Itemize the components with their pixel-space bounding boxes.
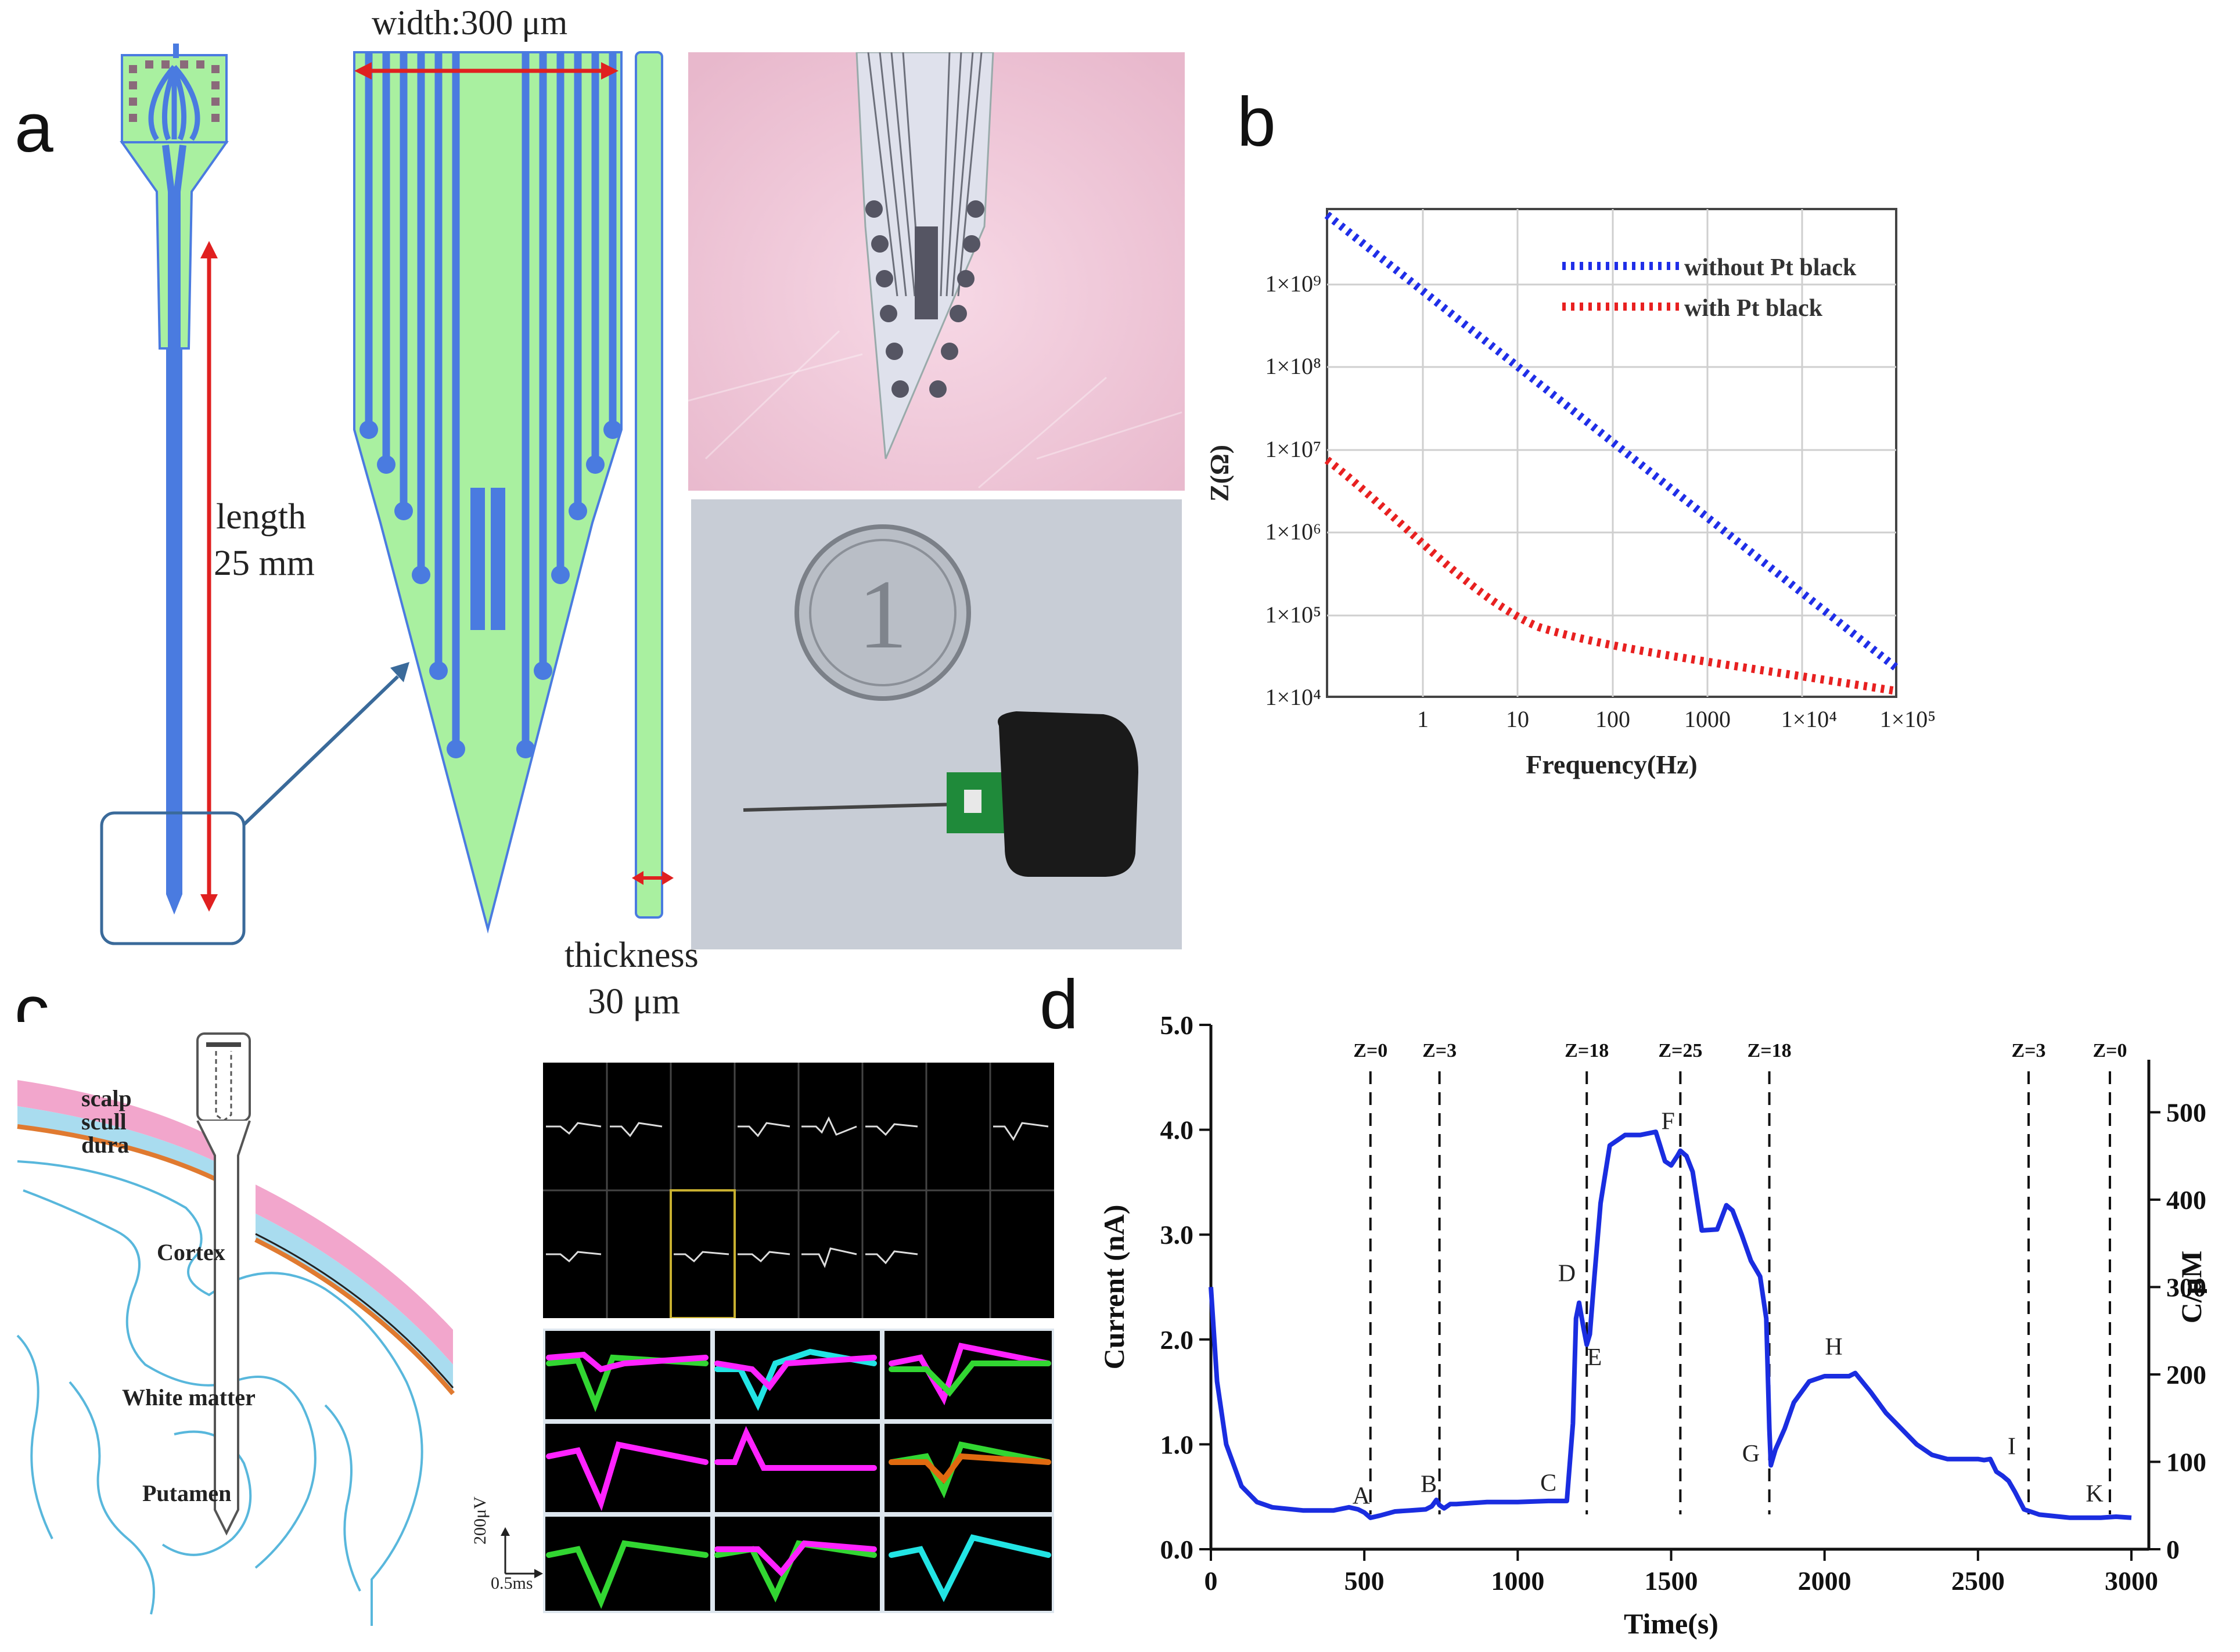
x-axis-label: Time(s) xyxy=(1624,1607,1718,1640)
legend-with: with Pt black xyxy=(1684,295,1823,322)
z-marker-label: Z=0 xyxy=(1353,1040,1387,1061)
zoom-box xyxy=(100,811,246,945)
point-label: F xyxy=(1662,1108,1675,1135)
y-tick: 1×10⁹ xyxy=(1265,271,1321,297)
point-label: K xyxy=(2086,1481,2103,1507)
x-tick-label: 2500 xyxy=(1951,1566,2005,1596)
impedance-plot-area xyxy=(1326,208,1897,698)
y-tick: 1×10⁷ xyxy=(1265,436,1321,462)
label-scull: scull xyxy=(81,1108,127,1135)
brain-schematic: scalp scull dura Cortex White matter Put… xyxy=(0,1022,465,1637)
length-label-1: length xyxy=(216,497,306,537)
y-tick: 1×10⁴ xyxy=(1265,684,1321,710)
y-tick-label: 2.0 xyxy=(1160,1325,1194,1355)
y-axis-label: Z(Ω) xyxy=(1208,445,1234,502)
point-label: E xyxy=(1587,1344,1602,1371)
electrode-shaft xyxy=(196,1120,251,1536)
y-tick: 1×10⁶ xyxy=(1265,519,1321,545)
x-tick-label: 1000 xyxy=(1491,1566,1544,1596)
width-label: width:300 μm xyxy=(372,3,568,42)
z-marker-label: Z=0 xyxy=(2092,1040,2127,1061)
y2-tick-label: 0 xyxy=(2166,1535,2180,1564)
x-tick: 1000 xyxy=(1684,706,1731,732)
y-tick-label: 1.0 xyxy=(1160,1430,1194,1459)
panel-letter-d: d xyxy=(1040,966,1078,1043)
label-white-matter: White matter xyxy=(122,1384,256,1410)
y-tick: 1×10⁸ xyxy=(1265,353,1321,379)
y2-tick-label: 200 xyxy=(2166,1360,2206,1390)
x-axis-label: Frequency(Hz) xyxy=(1526,750,1698,779)
y-tick-label: 0.0 xyxy=(1160,1535,1194,1564)
point-label: C xyxy=(1540,1470,1556,1497)
point-label: B xyxy=(1421,1471,1437,1498)
impedance-chart: without Pt black with Pt black 1×10⁴ 1×1… xyxy=(1208,208,1936,779)
point-label: A xyxy=(1353,1482,1371,1509)
probe-side-view xyxy=(635,51,663,919)
y-tick-label: 5.0 xyxy=(1160,1010,1194,1040)
panel-letter-a: a xyxy=(15,89,53,167)
scale-time: 0.5ms xyxy=(491,1574,533,1593)
scale-bar xyxy=(501,1527,543,1578)
z-marker-label: Z=18 xyxy=(1565,1040,1609,1061)
probe-coin-photo: 1 xyxy=(691,499,1182,949)
panel-letter-b: b xyxy=(1237,83,1276,161)
series-with-pt-black xyxy=(1324,456,1897,695)
point-label: G xyxy=(1742,1441,1760,1467)
current-time-chart: 0 500 1000 1500 2000 2500 30000.01.02.03.04.05… xyxy=(1098,1010,2207,1640)
scale-voltage: 200μV xyxy=(470,1496,490,1545)
label-scalp: scalp xyxy=(81,1085,132,1111)
thickness-label-1: thickness xyxy=(565,935,699,975)
thickness-label-2: 30 μm xyxy=(588,982,680,1021)
x-tick: 1×10⁵ xyxy=(1880,706,1936,732)
length-label-2: 25 mm xyxy=(214,544,315,583)
x-tick: 1×10⁴ xyxy=(1781,706,1838,732)
point-label: H xyxy=(1825,1334,1842,1361)
point-label: I xyxy=(2008,1433,2016,1460)
y2-tick-label: 100 xyxy=(2166,1448,2206,1477)
legend-without: without Pt black xyxy=(1684,254,1857,281)
probe-needle xyxy=(743,802,959,812)
y-tick-label: 3.0 xyxy=(1160,1220,1194,1250)
x-tick-label: 0 xyxy=(1205,1566,1218,1596)
y-tick: 1×10⁵ xyxy=(1265,602,1321,628)
probe-schematic xyxy=(100,44,674,945)
x-tick: 1 xyxy=(1417,706,1429,732)
x-tick-label: 2000 xyxy=(1798,1566,1851,1596)
label-dura: dura xyxy=(81,1132,129,1158)
y2-axis-label: C/μM xyxy=(2175,1251,2207,1324)
probe-connector xyxy=(998,711,1138,877)
y-tick-label: 4.0 xyxy=(1160,1115,1194,1145)
y2-tick-label: 400 xyxy=(2166,1185,2206,1215)
label-putamen: Putamen xyxy=(142,1480,231,1506)
probe-tip-photo xyxy=(688,52,1185,491)
scalp-layer xyxy=(17,1080,215,1161)
spike-waveform-grid xyxy=(543,1329,1054,1613)
z-marker-label: Z=25 xyxy=(1658,1040,1702,1061)
probe-shaft xyxy=(166,348,182,894)
current-series-line xyxy=(1209,1129,2132,1520)
z-marker-label: Z=3 xyxy=(1422,1040,1457,1061)
z-marker-label: Z=3 xyxy=(2011,1040,2045,1061)
spike-raster-panel xyxy=(543,1063,1054,1319)
x-tick: 100 xyxy=(1595,706,1630,732)
x-tick-label: 500 xyxy=(1344,1566,1385,1596)
y2-tick-label: 300 xyxy=(2166,1273,2206,1302)
point-label: D xyxy=(1558,1261,1576,1287)
label-cortex: Cortex xyxy=(157,1239,225,1265)
coin xyxy=(794,524,971,701)
coin-value: 1 xyxy=(858,560,908,669)
x-tick: 10 xyxy=(1506,706,1529,732)
y2-tick-label: 500 xyxy=(2166,1098,2206,1128)
y-axis-label: Current (nA) xyxy=(1098,1205,1130,1370)
x-tick-label: 1500 xyxy=(1645,1566,1698,1596)
x-tick-label: 3000 xyxy=(2105,1566,2158,1596)
z-marker-label: Z=18 xyxy=(1748,1040,1792,1061)
